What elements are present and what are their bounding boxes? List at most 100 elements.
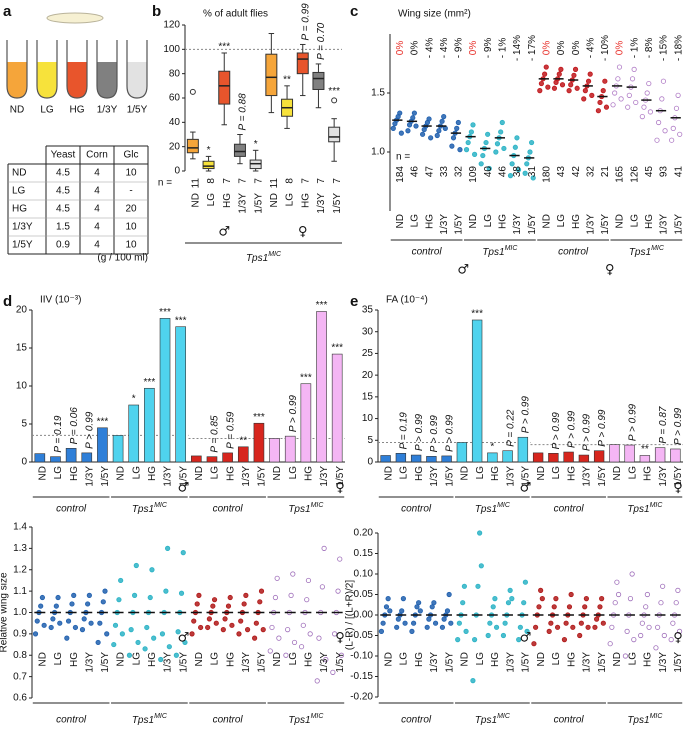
n-value: 32 (454, 166, 465, 178)
y-axis-label: (L-R) / [(L+R)/2] (345, 580, 356, 651)
point (88, 620, 94, 626)
genotype-sup: MIC (651, 245, 665, 252)
point (527, 149, 533, 155)
x-tick-label: ND (468, 214, 479, 228)
point (444, 608, 451, 614)
genotype-base: Tps1 (475, 504, 497, 515)
x-tick-label: ND (116, 652, 127, 666)
point (456, 620, 462, 626)
x-tick-label: 1/3Y (163, 466, 174, 487)
point (69, 601, 75, 607)
change-label: - 10% (600, 35, 611, 61)
bar (284, 435, 296, 463)
y-tick-label: 0.00 (354, 610, 374, 621)
point (607, 641, 613, 647)
x-tick-label: LG (206, 193, 217, 207)
bar (65, 448, 77, 463)
point (568, 591, 574, 598)
point (304, 597, 310, 603)
change-label: 0% (571, 41, 582, 56)
point (463, 628, 469, 635)
x-tick-label: ND (541, 214, 552, 228)
bar (34, 453, 46, 463)
annotation: *** (159, 307, 171, 318)
point (545, 84, 551, 90)
x-tick-label: HG (222, 193, 233, 208)
bar (395, 453, 407, 463)
annotation: *** (218, 42, 230, 53)
point (229, 622, 235, 628)
point (578, 620, 584, 626)
y-tick-label: 20 (16, 305, 28, 316)
genotype-label: control (401, 504, 432, 515)
point (163, 588, 169, 594)
point (500, 632, 507, 639)
bar (237, 446, 249, 463)
point (554, 624, 561, 630)
genotype-label: control (56, 715, 87, 726)
point (198, 624, 204, 631)
point (509, 595, 515, 602)
point (485, 632, 491, 639)
x-tick-label: LG (285, 193, 296, 207)
y-tick-label: 15 (16, 343, 28, 354)
sex-label: ♂ (178, 481, 190, 496)
bar (269, 438, 280, 463)
table-cell: ND (12, 168, 26, 179)
tube-label: 1/3Y (97, 105, 118, 116)
point (660, 583, 666, 589)
bar (331, 353, 343, 463)
x-tick-label: 1/3Y (429, 466, 440, 487)
y-tick-label: 20 (362, 370, 374, 381)
bar (50, 456, 61, 463)
change-label: 0% (615, 41, 626, 56)
annotation: ** (283, 74, 291, 85)
point (158, 656, 164, 663)
box (233, 143, 246, 157)
point (182, 639, 188, 646)
sex-label: ♀ (673, 481, 683, 496)
point (609, 624, 615, 630)
tube (36, 40, 58, 99)
point (577, 632, 583, 639)
y-tick-label: 40 (169, 117, 181, 128)
point (213, 620, 219, 626)
point (112, 622, 119, 628)
point (131, 592, 138, 599)
x-tick-label: 1/5Y (454, 214, 465, 235)
x-tick-label: HG (300, 193, 311, 208)
point (142, 646, 148, 652)
x-tick-label: ND (190, 193, 201, 207)
n-value: 11 (190, 178, 201, 189)
point (338, 652, 345, 658)
point (551, 604, 557, 610)
point (439, 624, 446, 630)
table-cell: 4 (94, 204, 100, 215)
annotation: P > 0.99 (444, 414, 455, 452)
point (661, 632, 667, 639)
n-value: 126 (629, 166, 640, 183)
x-tick-label: 1/3Y (163, 652, 174, 673)
tube-label: ND (10, 105, 24, 116)
point (521, 600, 527, 606)
point (581, 96, 587, 102)
change-label: - 4% (439, 38, 450, 59)
genotype-sup: MIC (497, 502, 511, 509)
x-tick-label: HG (147, 466, 158, 481)
point (517, 624, 523, 630)
point (492, 595, 498, 602)
bar (426, 456, 437, 463)
point (258, 588, 265, 594)
point (647, 109, 654, 115)
n-value: 33 (439, 166, 450, 178)
genotype-label: control (554, 715, 585, 726)
point (558, 66, 564, 73)
point (629, 571, 635, 577)
annotation: P > 0.99 (582, 413, 593, 451)
bar (654, 447, 666, 463)
bar (191, 455, 202, 463)
point (38, 603, 44, 609)
annotation: P > 0.99 (673, 407, 684, 445)
point (531, 641, 537, 647)
x-tick-label: LG (629, 214, 640, 228)
